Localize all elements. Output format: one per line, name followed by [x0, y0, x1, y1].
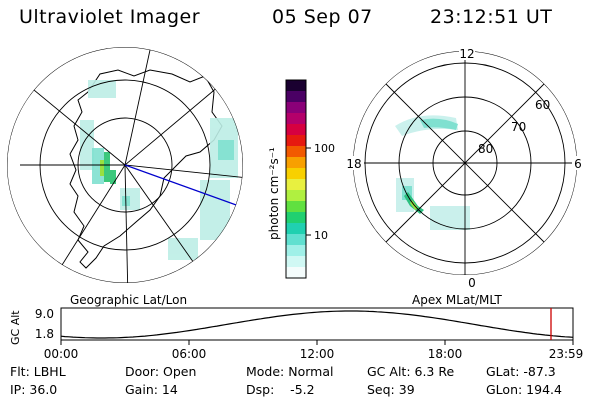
geographic-auroral-image [7, 47, 243, 283]
altitude-ymax-label: 9.0 [35, 307, 54, 321]
date-readout: 05 Sep 07 [272, 6, 373, 28]
mlat-label-60: 60 [535, 98, 550, 112]
colorbar-segment [286, 223, 306, 235]
magnetic-auroral-image [353, 51, 577, 275]
altitude-ymin-label: 1.8 [35, 327, 54, 341]
time-readout: 23:12:51 UT [430, 6, 553, 28]
colorbar-segment [286, 245, 306, 257]
dsp-readout: Dsp: -5.2 [246, 382, 315, 397]
colorbar-label-100: 100 [314, 142, 335, 155]
app-title: Ultraviolet Imager [19, 6, 201, 28]
colorbar-segment [286, 102, 306, 114]
colorbar-segment [286, 267, 306, 279]
colorbar-unit-label: photon cm⁻²s⁻¹ [267, 147, 281, 240]
colorbar-segment [286, 91, 306, 103]
colorbar-segment [286, 146, 306, 158]
glon-readout: GLon: 194.4 [486, 382, 562, 397]
colorbar-segment [286, 256, 306, 268]
colorbar-gradient [286, 80, 306, 279]
xtick-label-1800: 18:00 [428, 347, 463, 361]
geographic-map [7, 47, 243, 283]
colorbar-label-10: 10 [314, 229, 328, 242]
colorbar-frame [285, 79, 307, 279]
xtick-label-2359: 23:59 [549, 347, 584, 361]
colorbar-segment [286, 234, 306, 246]
colorbar-segment [286, 168, 306, 180]
altitude-plot: 9.0 1.8 GC Alt 00:00 06:00 12:00 18:00 2… [9, 307, 583, 361]
seq-readout: Seq: 39 [367, 382, 415, 397]
mlt-label-12: 12 [459, 47, 474, 61]
colorbar-segment [286, 157, 306, 169]
altitude-ylabel: GC Alt [9, 310, 22, 345]
terminator-line [124, 164, 243, 211]
xtick-label-1200: 12:00 [300, 347, 335, 361]
glat-readout: GLat: -87.3 [486, 364, 556, 379]
mlt-label-bg-6 [572, 156, 584, 170]
colorbar-segment [286, 135, 306, 147]
altitude-curve [60, 310, 574, 339]
mlat-label-70: 70 [511, 120, 526, 134]
colorbar-segment [286, 212, 306, 224]
mlat-label-80: 80 [478, 142, 493, 156]
mlt-label-18: 18 [346, 157, 361, 171]
mlt-label-bg-18 [344, 156, 364, 170]
xtick-label-0600: 06:00 [172, 347, 207, 361]
colorbar: 100 10 photon cm⁻²s⁻¹ [267, 79, 335, 279]
continent-outline [69, 69, 223, 269]
mode-readout: Mode: Normal [246, 364, 334, 379]
xtick-label-0000: 00:00 [44, 347, 79, 361]
door-readout: Door: Open [125, 364, 197, 379]
colorbar-segment [286, 179, 306, 191]
filter-readout: Flt: LBHL [10, 364, 66, 379]
colorbar-segment [286, 201, 306, 213]
magnetic-polar-map: 12 18 6 0 60 70 80 [344, 46, 584, 290]
geographic-caption: Geographic Lat/Lon [70, 293, 188, 307]
mlt-label-bg-0 [466, 275, 478, 289]
mlt-label-bg-12 [459, 46, 475, 60]
colorbar-segment [286, 190, 306, 202]
colorbar-segment [286, 124, 306, 136]
gc-alt-readout: GC Alt: 6.3 Re [367, 364, 455, 379]
mlt-label-0: 0 [468, 276, 476, 290]
mlt-label-6: 6 [574, 157, 582, 171]
apex-caption: Apex MLat/MLT [412, 293, 502, 307]
colorbar-segment [286, 113, 306, 125]
colorbar-segment [286, 80, 306, 92]
gain-readout: Gain: 14 [125, 382, 178, 397]
ip-readout: IP: 36.0 [10, 382, 58, 397]
